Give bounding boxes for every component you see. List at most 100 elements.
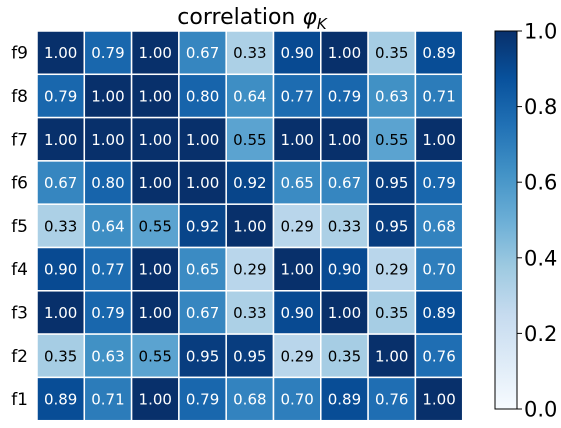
- cell-value-label: 1.00: [91, 131, 124, 149]
- colorbar-tick-label: 1.0: [524, 20, 557, 44]
- cell-value-label: 0.95: [375, 217, 408, 235]
- cell-value-label: 0.35: [375, 304, 408, 322]
- heatmap-cell: [414, 160, 464, 205]
- cell-value-label: 0.55: [233, 131, 266, 149]
- cell-value-label: 0.95: [375, 174, 408, 192]
- heatmap-cell: [130, 246, 180, 292]
- heatmap-cell: [36, 116, 86, 162]
- cell-value-label: 0.95: [186, 347, 219, 365]
- cell-value-label: 0.33: [233, 44, 266, 62]
- heatmap-cell: [225, 160, 275, 205]
- row-label: f5: [11, 217, 28, 237]
- cell-value-label: 0.63: [91, 347, 124, 365]
- cell-value-label: 0.33: [328, 217, 361, 235]
- row-labels: f9 f8 f7 f6 f5 f4 f3 f2 f1: [11, 44, 28, 410]
- heatmap-cell: [130, 376, 180, 422]
- heatmap-cell: [36, 290, 86, 335]
- heatmap-cell: [178, 73, 227, 119]
- cell-value-label: 1.00: [139, 44, 172, 62]
- cell-value-label: 0.80: [186, 87, 219, 105]
- colorbar-tick-label: 0.2: [524, 322, 557, 346]
- row-label: f8: [11, 87, 28, 107]
- cell-value-label: 1.00: [139, 304, 172, 322]
- cell-value-label: 0.76: [375, 391, 408, 409]
- cell-value-label: 0.63: [375, 87, 408, 105]
- cell-value-label: 0.89: [422, 304, 455, 322]
- cell-value-label: 0.64: [91, 217, 124, 235]
- heatmap-cell: [83, 73, 133, 119]
- heatmap-cell: [367, 290, 417, 335]
- cell-value-label: 0.65: [186, 261, 219, 279]
- cell-value-label: 1.00: [139, 87, 172, 105]
- cell-value-label: 0.95: [233, 347, 266, 365]
- row-label: f4: [11, 260, 28, 280]
- heatmap-cell: [320, 246, 369, 292]
- heatmap-cell: [272, 73, 322, 119]
- cell-value-label: 1.00: [139, 261, 172, 279]
- heatmap-cell: [225, 116, 275, 162]
- cell-value-label: 0.92: [186, 217, 219, 235]
- cell-value-label: 0.35: [44, 347, 77, 365]
- cell-value-label: 0.35: [375, 44, 408, 62]
- heatmap-cell: [130, 290, 180, 335]
- cell-value-label: 1.00: [328, 44, 361, 62]
- cell-value-label: 0.79: [186, 391, 219, 409]
- cell-value-label: 1.00: [44, 44, 77, 62]
- heatmap-cell: [178, 376, 227, 422]
- cell-value-label: 1.00: [422, 131, 455, 149]
- cell-value-label: 0.33: [233, 304, 266, 322]
- cell-value-label: 0.29: [233, 261, 266, 279]
- chart-title: correlation φK: [177, 5, 328, 33]
- heatmap-cell: [320, 376, 369, 422]
- heatmap-cell: [225, 376, 275, 422]
- cell-value-label: 1.00: [328, 131, 361, 149]
- cell-value-label: 1.00: [422, 391, 455, 409]
- cell-value-label: 0.67: [44, 174, 77, 192]
- chart-title-symbol: φ: [302, 5, 317, 30]
- cell-value-label: 0.79: [91, 304, 124, 322]
- cell-value-label: 0.90: [280, 44, 313, 62]
- colorbar-tick-label: 0.8: [524, 95, 557, 119]
- cell-value-label: 0.68: [422, 217, 455, 235]
- cell-value-label: 1.00: [139, 391, 172, 409]
- heatmap-cell: [83, 333, 133, 379]
- cell-value-label: 0.29: [280, 217, 313, 235]
- cell-value-label: 0.89: [422, 44, 455, 62]
- cell-value-label: 0.68: [233, 391, 266, 409]
- cell-value-label: 1.00: [328, 304, 361, 322]
- colorbar-tick-label: 0.0: [524, 398, 557, 422]
- heatmap-cell: [178, 246, 227, 292]
- heatmap-cell: [414, 290, 464, 335]
- cell-value-label: 0.55: [139, 217, 172, 235]
- row-label: f7: [11, 130, 28, 150]
- row-label: f6: [11, 174, 28, 194]
- row-label: f2: [11, 347, 28, 367]
- cell-value-label: 1.00: [44, 304, 77, 322]
- cell-value-label: 1.00: [280, 131, 313, 149]
- cell-value-label: 0.76: [422, 347, 455, 365]
- cell-value-label: 1.00: [186, 131, 219, 149]
- heatmap-cell: [367, 73, 417, 119]
- heatmap-cell: [130, 333, 180, 379]
- cell-value-label: 1.00: [139, 131, 172, 149]
- cell-value-label: 0.67: [186, 44, 219, 62]
- chart-title-text: correlation: [177, 5, 302, 30]
- heatmap-cell: [83, 376, 133, 422]
- heatmap-cell: [414, 116, 464, 162]
- cell-value-label: 0.80: [91, 174, 124, 192]
- row-label: f9: [11, 44, 28, 64]
- heatmap-cell: [367, 246, 417, 292]
- cell-value-label: 0.71: [91, 391, 124, 409]
- cell-value-label: 0.55: [375, 131, 408, 149]
- cell-value-label: 0.70: [280, 391, 313, 409]
- cell-value-label: 1.00: [139, 174, 172, 192]
- heatmap-cell: [367, 160, 417, 205]
- colorbar: 0.0 0.2 0.4 0.6 0.8 1.0: [494, 20, 557, 422]
- chart-title-subscript: K: [317, 15, 328, 33]
- colorbar-tick-label: 0.4: [524, 246, 557, 270]
- cell-value-label: 1.00: [375, 347, 408, 365]
- cell-value-label: 1.00: [91, 87, 124, 105]
- cell-value-label: 1.00: [44, 131, 77, 149]
- row-label: f1: [11, 390, 28, 410]
